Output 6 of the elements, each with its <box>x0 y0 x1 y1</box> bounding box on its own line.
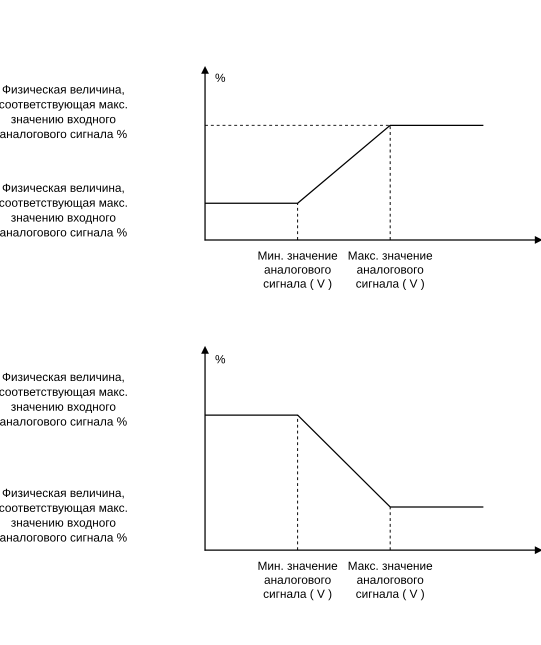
x-tick-label: Мин. значение аналогового сигнала ( V ) <box>258 562 338 600</box>
x-tick-label: Макс. значение аналогового сигнала ( V ) <box>348 562 432 600</box>
x-tick-label: Мин. значение аналогового сигнала ( V ) <box>258 251 338 290</box>
y-axis-title: % <box>215 355 226 364</box>
x-tick-label: Макс. значение аналогового сигнала ( V ) <box>348 251 432 290</box>
y-axis-title: % <box>215 74 226 82</box>
